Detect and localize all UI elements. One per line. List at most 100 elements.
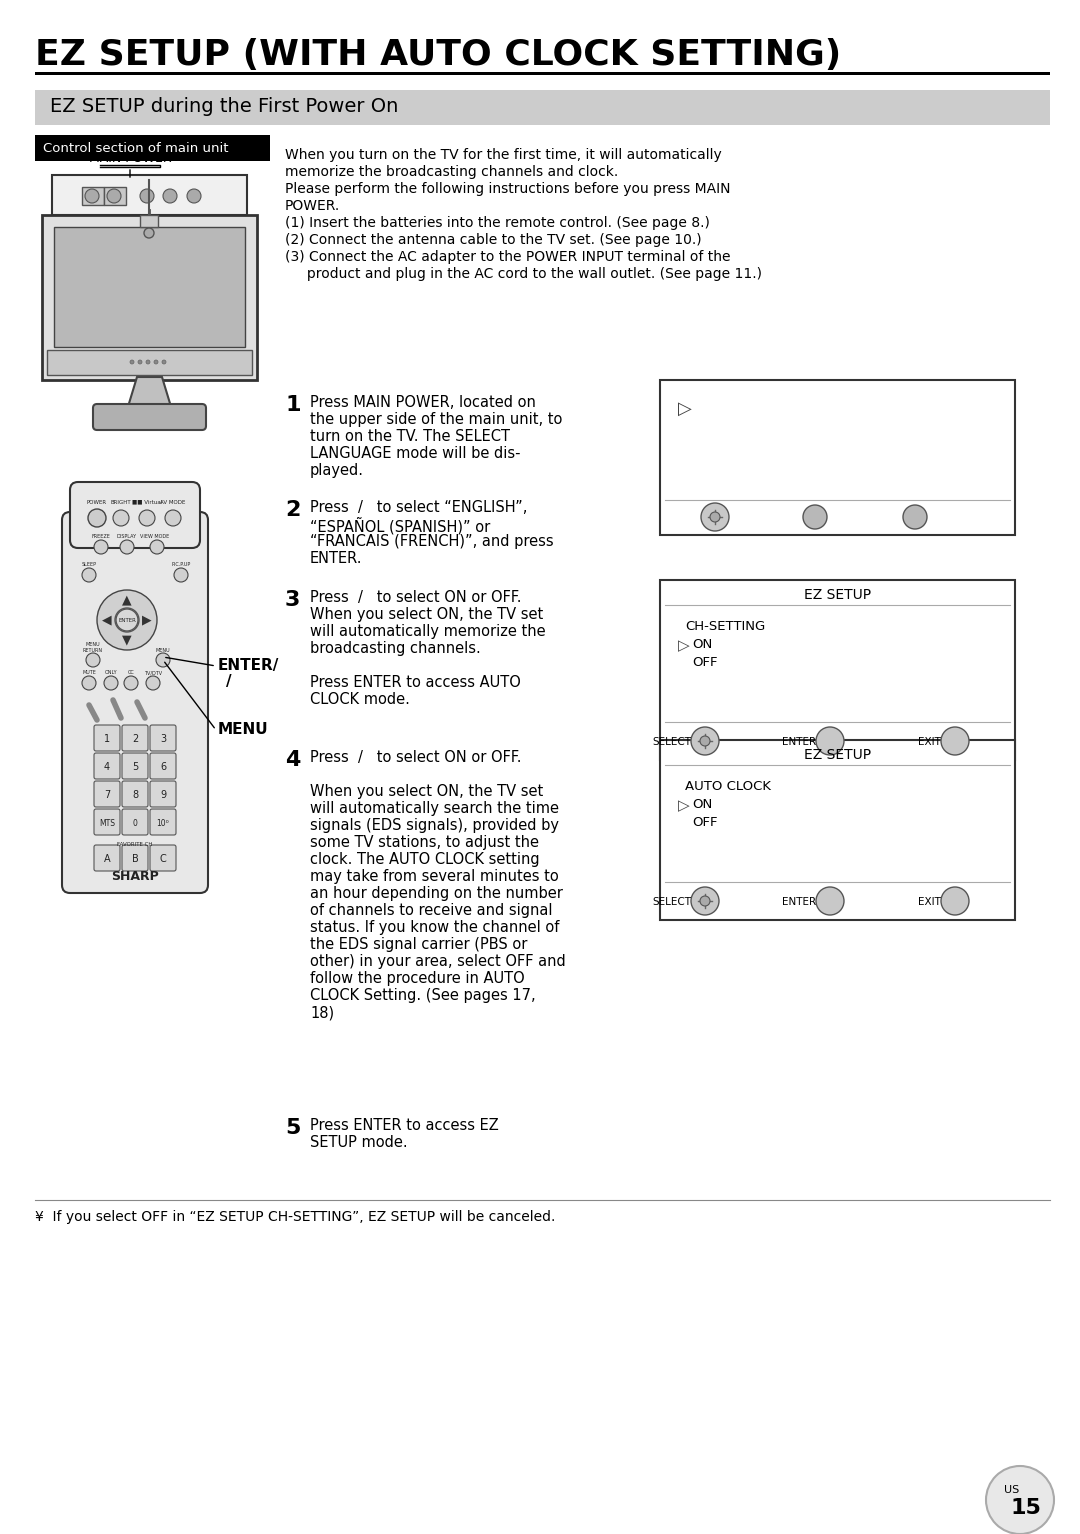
Text: CH-SETTING: CH-SETTING — [685, 620, 766, 634]
Text: “FRANCAIS (FRENCH)”, and press: “FRANCAIS (FRENCH)”, and press — [310, 534, 554, 549]
Text: 1: 1 — [104, 733, 110, 744]
Circle shape — [114, 607, 139, 632]
Circle shape — [150, 540, 164, 554]
Text: EZ SETUP during the First Power On: EZ SETUP during the First Power On — [50, 98, 399, 117]
Bar — [82, 187, 104, 206]
Text: ■■ Virtual: ■■ Virtual — [132, 500, 162, 505]
Text: 4: 4 — [104, 762, 110, 772]
Text: 8: 8 — [132, 790, 138, 801]
Bar — [660, 580, 1015, 759]
Text: ENTER.: ENTER. — [310, 551, 363, 566]
Circle shape — [156, 653, 170, 667]
Text: 1: 1 — [285, 394, 300, 416]
Circle shape — [139, 509, 156, 526]
Text: memorize the broadcasting channels and clock.: memorize the broadcasting channels and c… — [285, 166, 618, 179]
Text: SELECT: SELECT — [652, 736, 691, 747]
Bar — [104, 187, 126, 206]
Text: ▷: ▷ — [678, 798, 690, 813]
Text: MENU: MENU — [156, 647, 171, 652]
Text: may take from several minutes to: may take from several minutes to — [310, 868, 558, 884]
Circle shape — [82, 568, 96, 581]
Text: the EDS signal carrier (PBS or: the EDS signal carrier (PBS or — [310, 937, 527, 953]
Text: other) in your area, select OFF and: other) in your area, select OFF and — [310, 954, 566, 969]
Text: OFF: OFF — [692, 657, 717, 669]
FancyBboxPatch shape — [150, 845, 176, 871]
Circle shape — [94, 540, 108, 554]
Circle shape — [140, 189, 154, 202]
Circle shape — [163, 189, 177, 202]
Text: CLOCK mode.: CLOCK mode. — [310, 692, 410, 707]
Text: MENU: MENU — [85, 643, 100, 647]
Text: 6: 6 — [160, 762, 166, 772]
Text: (2) Connect the antenna cable to the TV set. (See page 10.): (2) Connect the antenna cable to the TV … — [285, 233, 702, 247]
Text: ENTER/: ENTER/ — [218, 658, 280, 673]
Text: status. If you know the channel of: status. If you know the channel of — [310, 920, 559, 936]
Text: When you turn on the TV for the first time, it will automatically: When you turn on the TV for the first ti… — [285, 147, 721, 163]
Circle shape — [85, 189, 99, 202]
Text: 9: 9 — [160, 790, 166, 801]
Text: B: B — [132, 854, 138, 864]
Text: broadcasting channels.: broadcasting channels. — [310, 641, 481, 657]
FancyBboxPatch shape — [150, 726, 176, 752]
Text: 3: 3 — [285, 591, 300, 611]
Text: ▷: ▷ — [678, 638, 690, 653]
Text: ON: ON — [692, 798, 712, 811]
Text: MTS: MTS — [99, 819, 114, 827]
Text: 10⁰: 10⁰ — [157, 819, 170, 827]
FancyBboxPatch shape — [94, 845, 120, 871]
Text: “ESPAÑOL (SPANISH)” or: “ESPAÑOL (SPANISH)” or — [310, 517, 490, 534]
Text: C: C — [160, 854, 166, 864]
Circle shape — [138, 360, 141, 364]
Circle shape — [986, 1467, 1054, 1534]
Text: ▶: ▶ — [143, 614, 152, 626]
Text: FREEZE: FREEZE — [92, 534, 110, 538]
Text: ON: ON — [692, 638, 712, 650]
Text: will automatically memorize the: will automatically memorize the — [310, 624, 545, 640]
Text: ▼: ▼ — [122, 634, 132, 646]
Circle shape — [165, 509, 181, 526]
Text: AUTO CLOCK: AUTO CLOCK — [685, 779, 771, 793]
Text: RETURN: RETURN — [83, 647, 103, 652]
Bar — [660, 380, 1015, 535]
Text: When you select ON, the TV set: When you select ON, the TV set — [310, 784, 543, 799]
Text: clock. The AUTO CLOCK setting: clock. The AUTO CLOCK setting — [310, 851, 540, 867]
FancyBboxPatch shape — [150, 808, 176, 834]
FancyBboxPatch shape — [122, 726, 148, 752]
Text: LANGUAGE mode will be dis-: LANGUAGE mode will be dis- — [310, 446, 521, 462]
Circle shape — [941, 887, 969, 914]
Bar — [35, 72, 1050, 75]
Text: EZ SETUP: EZ SETUP — [804, 588, 872, 601]
Text: A: A — [104, 854, 110, 864]
Text: (1) Insert the batteries into the remote control. (See page 8.): (1) Insert the batteries into the remote… — [285, 216, 710, 230]
Text: ENTER: ENTER — [782, 897, 816, 907]
Text: signals (EDS signals), provided by: signals (EDS signals), provided by — [310, 818, 559, 833]
Text: 4: 4 — [285, 750, 300, 770]
Text: SETUP mode.: SETUP mode. — [310, 1135, 407, 1150]
Text: product and plug in the AC cord to the wall outlet. (See page 11.): product and plug in the AC cord to the w… — [285, 267, 762, 281]
Circle shape — [804, 505, 827, 529]
Text: Press  /   to select “ENGLISH”,: Press / to select “ENGLISH”, — [310, 500, 527, 515]
Text: ◀: ◀ — [103, 614, 112, 626]
Text: ONLY: ONLY — [105, 670, 118, 675]
FancyBboxPatch shape — [93, 403, 206, 430]
Circle shape — [89, 509, 105, 526]
Text: US: US — [1004, 1485, 1020, 1496]
FancyBboxPatch shape — [62, 512, 208, 893]
Circle shape — [162, 360, 166, 364]
Circle shape — [124, 676, 138, 690]
Text: turn on the TV. The SELECT: turn on the TV. The SELECT — [310, 430, 510, 443]
Bar — [42, 215, 257, 380]
Circle shape — [107, 189, 121, 202]
FancyBboxPatch shape — [122, 808, 148, 834]
FancyBboxPatch shape — [122, 753, 148, 779]
Circle shape — [941, 727, 969, 755]
Circle shape — [710, 512, 720, 522]
Text: MENU: MENU — [218, 723, 269, 736]
Text: When you select ON, the TV set: When you select ON, the TV set — [310, 607, 543, 621]
Text: of channels to receive and signal: of channels to receive and signal — [310, 904, 553, 917]
Text: EXIT: EXIT — [918, 897, 941, 907]
Circle shape — [816, 887, 843, 914]
Polygon shape — [140, 215, 158, 227]
Text: 7: 7 — [104, 790, 110, 801]
Bar — [35, 91, 1050, 124]
